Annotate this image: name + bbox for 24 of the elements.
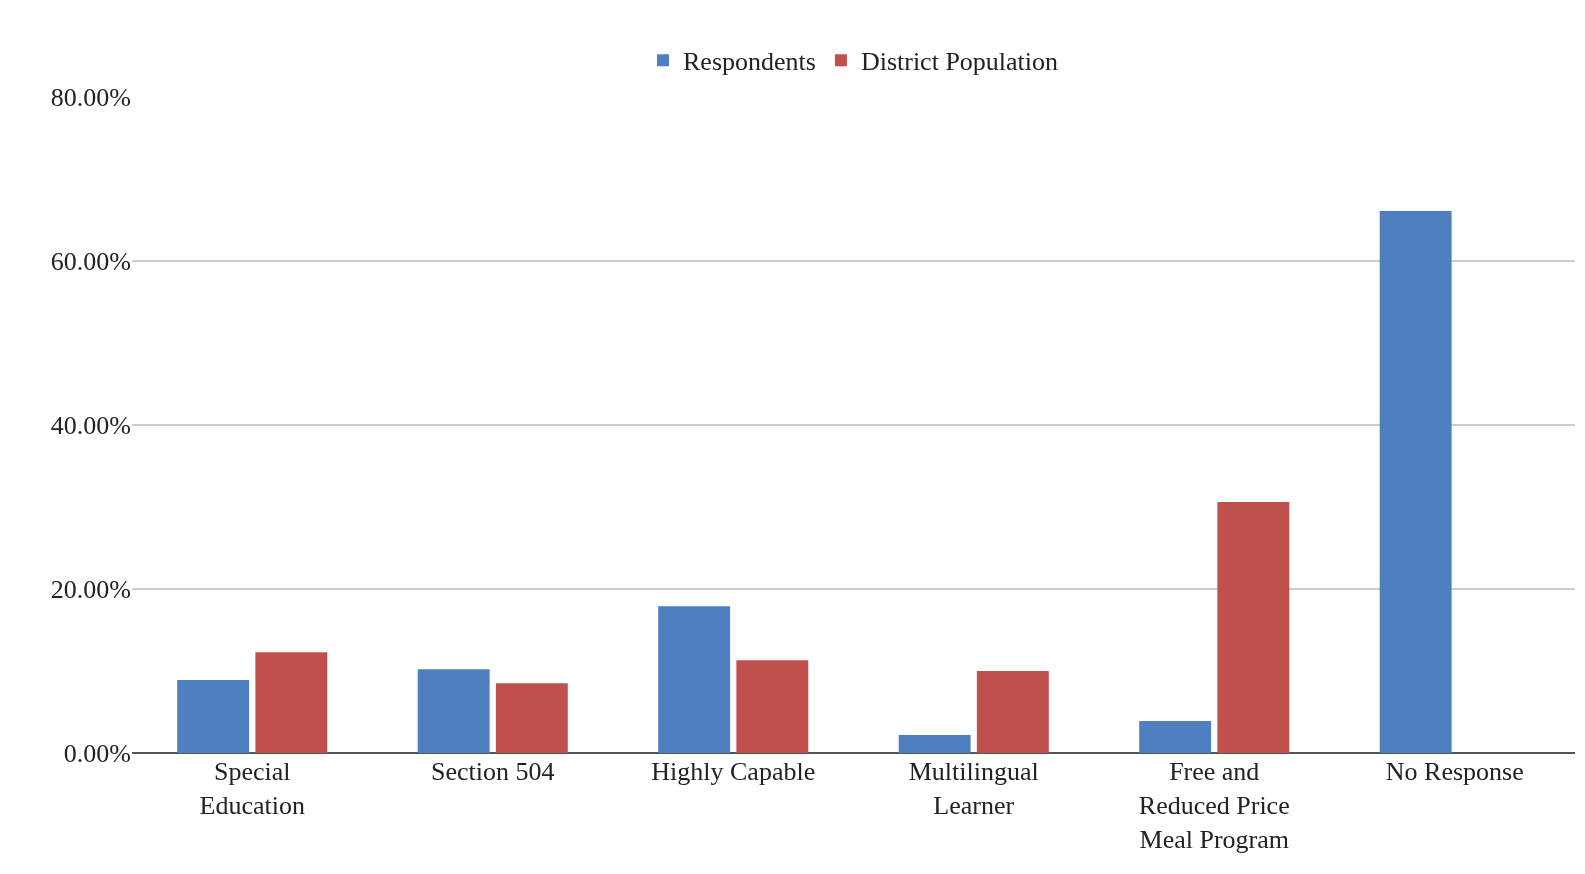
- bar: [255, 652, 328, 753]
- x-tick-label: No Response: [1385, 757, 1524, 786]
- bar: [1379, 210, 1452, 753]
- x-tick-label: Free and Reduced Price Meal Program: [1138, 757, 1290, 854]
- y-tick-label: 60.00%: [50, 247, 131, 277]
- bar: [177, 680, 250, 753]
- bar: [1139, 721, 1212, 753]
- bar: [736, 660, 809, 753]
- x-tick-label: Multilingual Learner: [908, 757, 1039, 820]
- legend-label: District Population: [860, 47, 1059, 77]
- y-tick-label: 20.00%: [50, 575, 131, 605]
- legend-label: Respondents: [683, 47, 816, 77]
- x-tick-label: Section 504: [431, 757, 555, 786]
- x-tick-label: Highly Capable: [651, 757, 816, 786]
- y-tick-label: 80.00%: [50, 83, 131, 113]
- bar: [1217, 502, 1290, 753]
- y-tick-label: 0.00%: [63, 739, 131, 769]
- bar: [976, 671, 1049, 753]
- x-tick-label: Special Education: [199, 757, 305, 820]
- y-tick-label: 40.00%: [50, 411, 131, 441]
- bar: [898, 734, 971, 753]
- bar: [658, 606, 731, 753]
- bar: [417, 669, 490, 753]
- bar: [495, 683, 568, 753]
